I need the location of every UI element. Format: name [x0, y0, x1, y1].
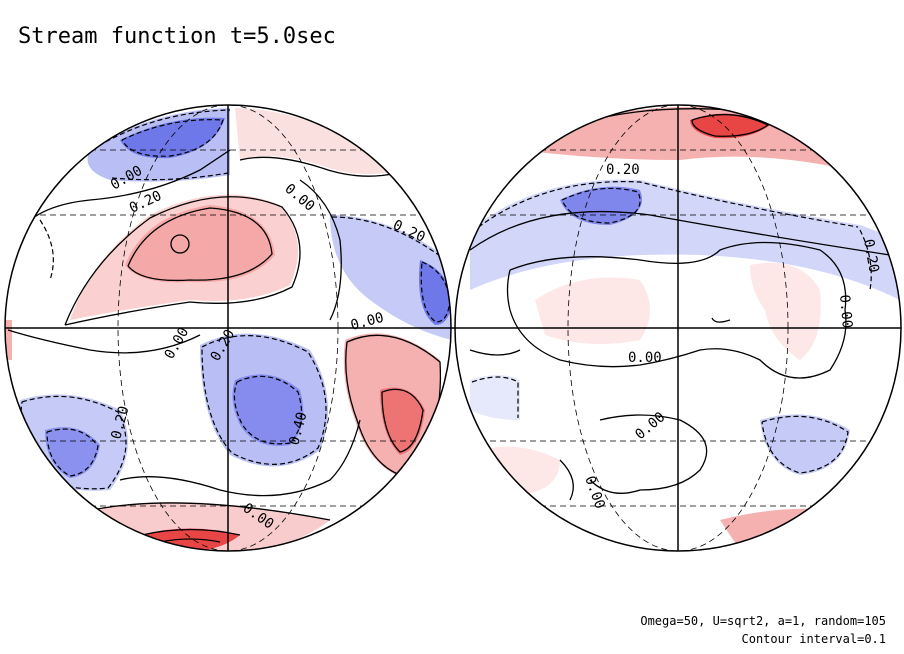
contour-label: 0.20 — [606, 162, 640, 178]
left-region-top-right-pink — [235, 108, 400, 174]
right-region-top-pink-core — [690, 113, 770, 139]
left-region-left-blue-core — [45, 427, 100, 478]
right-dashed-contours — [471, 180, 872, 474]
right-region-bottom-left-pink — [480, 446, 560, 495]
left-region-right-blue — [330, 215, 451, 340]
right-region-upper-blue-core — [560, 186, 642, 225]
contour-interval-note: Contour interval=0.1 — [741, 632, 887, 646]
plot-title: Stream function t=5.0sec — [18, 24, 336, 49]
right-hemisphere: 0.20 0.20 0.00 0.00 0.00 0.00 — [454, 104, 902, 552]
parameters-note: Omega=50, U=sqrt2, a=1, random=105 — [640, 614, 886, 628]
left-region-center-blue-core — [232, 374, 304, 446]
right-region-lower-left-blue — [470, 375, 520, 420]
left-region-top-blue-core — [120, 117, 225, 159]
left-region-right-blue-core — [419, 260, 451, 325]
right-region-center-right-pink — [750, 262, 821, 360]
left-hemisphere: 0.00 0.20 0.00 0.20 0.00 0.00 0.20 0.20 … — [4, 104, 452, 552]
left-contours — [7, 149, 442, 543]
right-region-lower-right-blue — [760, 414, 850, 475]
contour-label: 0.00 — [628, 350, 662, 366]
left-region-right-pink-core — [380, 387, 425, 455]
contour-label: 0.20 — [860, 238, 882, 274]
contour-label: 0.00 — [836, 294, 855, 329]
